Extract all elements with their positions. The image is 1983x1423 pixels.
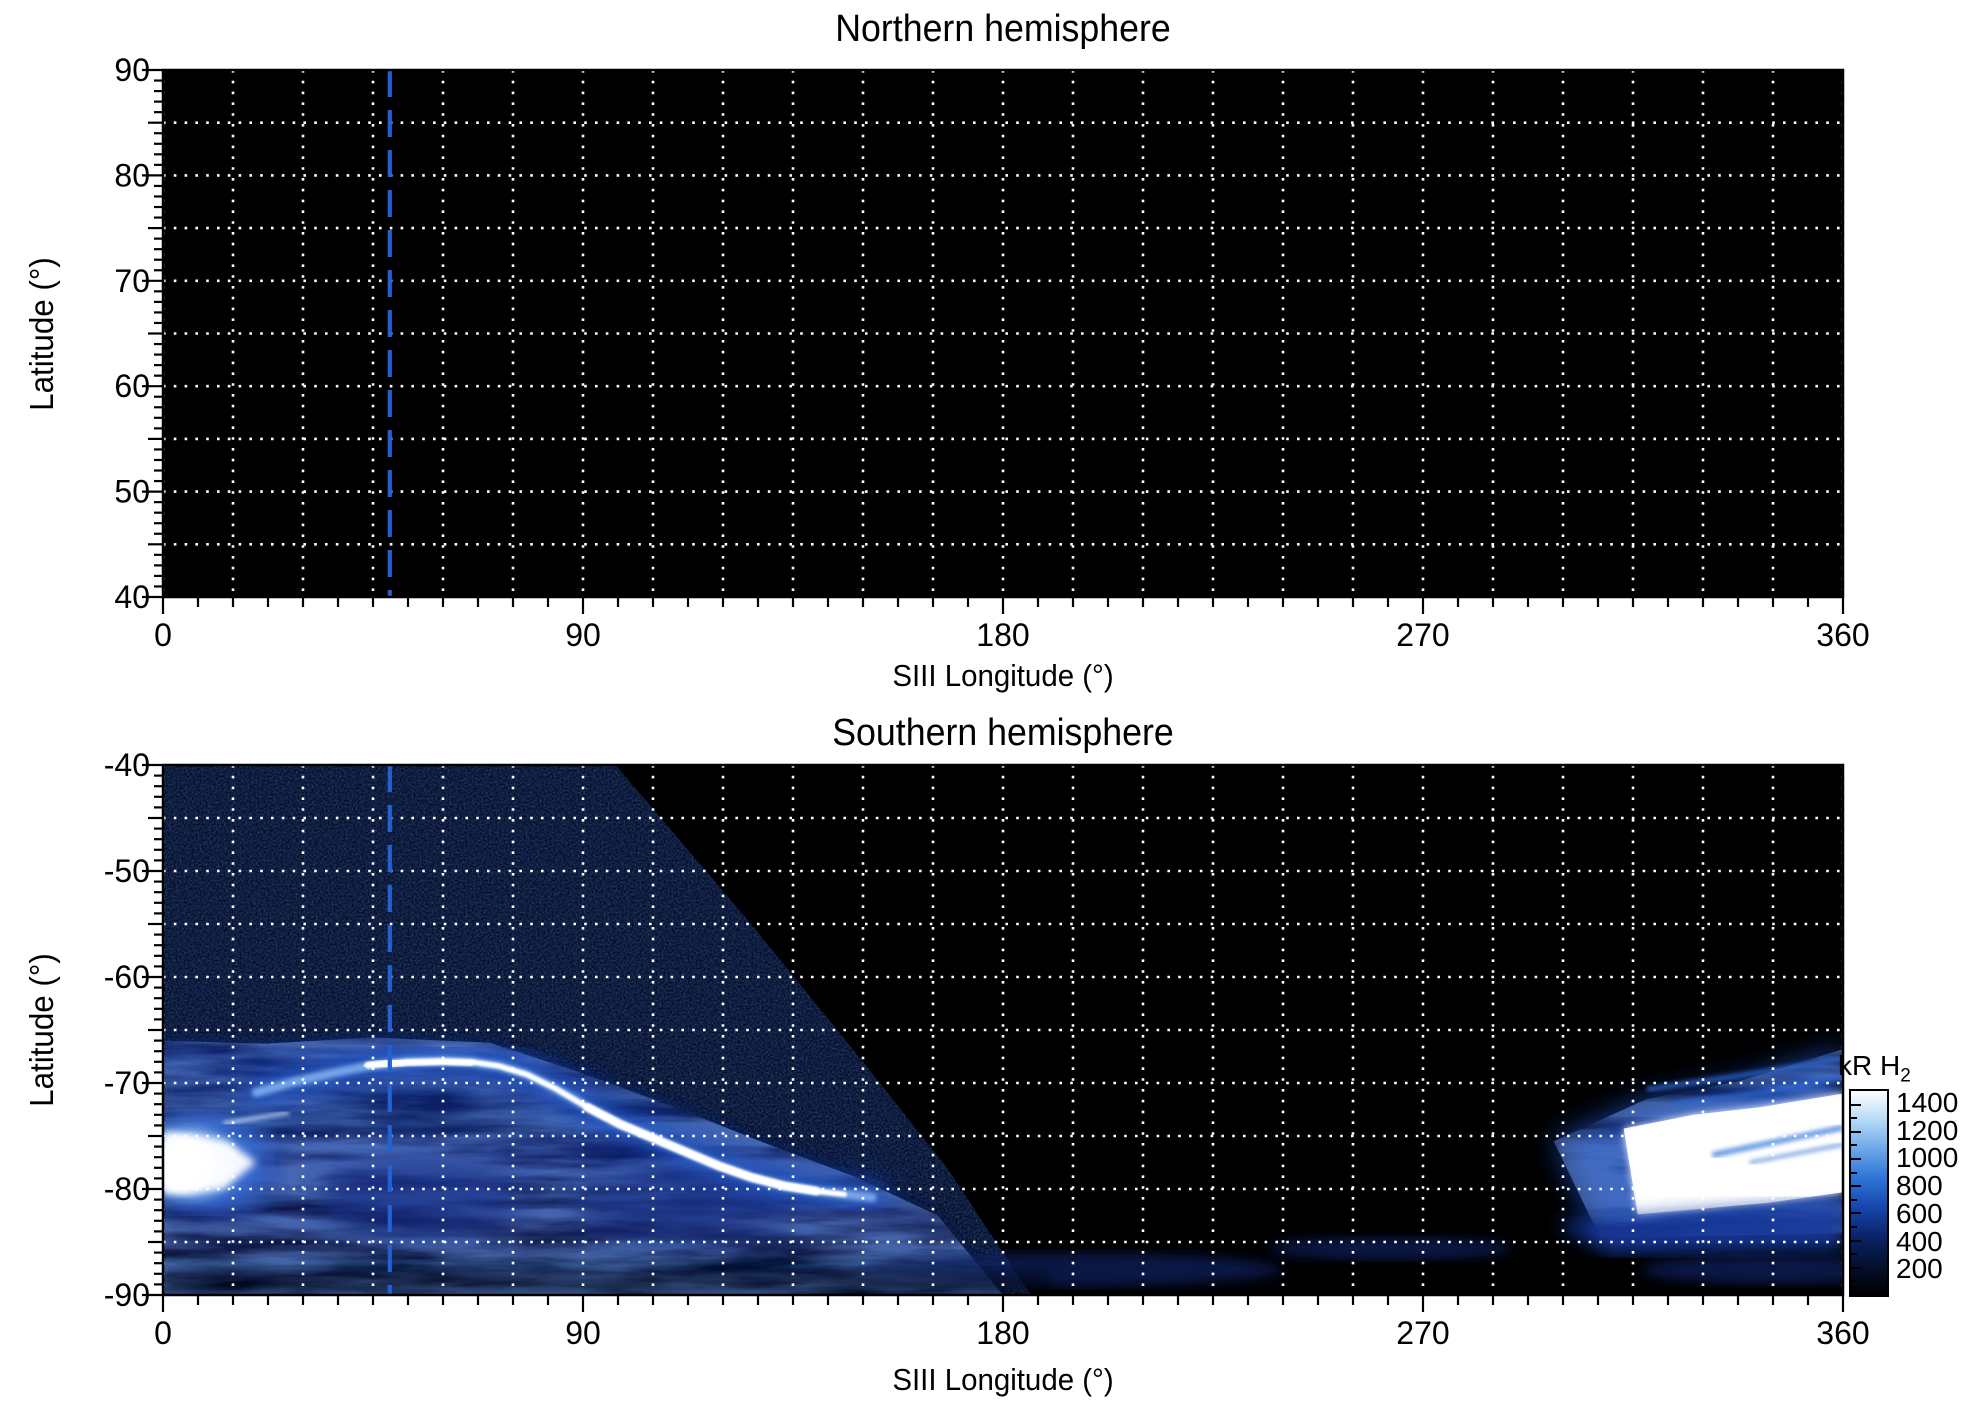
right-patch-cut-2 xyxy=(1749,1142,1843,1165)
colorbar-tick xyxy=(1851,1171,1857,1174)
left-patch-flame xyxy=(163,1130,257,1195)
north-y-tick-label: 80 xyxy=(114,157,150,193)
colorbar-tick xyxy=(1851,1198,1857,1201)
diffuse-bright-2 xyxy=(317,1157,523,1242)
north-y-tick-label: 50 xyxy=(114,474,150,510)
oval-bright-segment xyxy=(364,1056,476,1071)
right-patch-core xyxy=(1623,1093,1843,1215)
colorbar-tick xyxy=(1851,1212,1861,1215)
south-x-tick-label: 180 xyxy=(976,1315,1029,1351)
north-frame xyxy=(161,68,1845,599)
colorbar-tick-label: 1200 xyxy=(1896,1114,1959,1146)
colorbar-title-text: kR H xyxy=(1838,1050,1901,1081)
colorbar-tick xyxy=(1851,1158,1861,1160)
north-x-tick-label: 270 xyxy=(1396,617,1449,653)
north-y-tick-label: 40 xyxy=(114,579,150,615)
south-y-tick-label: -40 xyxy=(104,747,150,783)
north-y-tick-label: 90 xyxy=(114,52,150,88)
colorbar-tick xyxy=(1851,1280,1857,1283)
colorbar xyxy=(1849,1089,1889,1297)
south-x-axis-label: SIII Longitude (°) xyxy=(892,1362,1114,1397)
south-y-tick-label: -90 xyxy=(104,1277,150,1313)
colorbar-tick-label: 200 xyxy=(1896,1253,1943,1285)
north-x-tick-label: 0 xyxy=(154,617,172,653)
north-x-tick-label: 180 xyxy=(976,617,1029,653)
colorbar-title-subscript: 2 xyxy=(1900,1065,1911,1087)
south-x-tick-label: 0 xyxy=(154,1315,172,1351)
south-y-tick-label: -80 xyxy=(104,1171,150,1207)
colorbar-tick-label: 800 xyxy=(1896,1170,1943,1202)
right-patch-cut-1 xyxy=(1711,1124,1843,1159)
north-ticks xyxy=(142,68,1845,614)
colorbar-tick xyxy=(1851,1253,1857,1256)
colorbar-tick xyxy=(1851,1226,1857,1228)
colorbar-tick xyxy=(1851,1185,1861,1188)
south-y-tick-label: -60 xyxy=(104,959,150,995)
south-y-tick-label: -70 xyxy=(104,1065,150,1101)
north-y-tick-label: 70 xyxy=(114,263,150,299)
north-panel-title: Northern hemisphere xyxy=(835,8,1171,50)
colorbar-title: kR H2 xyxy=(1838,1050,1911,1088)
south-panel: -40 -50 -60 -70 -80 -900 90 180 270 360 xyxy=(104,747,1870,1351)
south-x-tick-label: 90 xyxy=(565,1315,601,1351)
north-panel: 90 80 70 60 50 400 90 180 270 360 xyxy=(114,52,1869,653)
colorbar-labels: 1400 1200 1000 800 600 400 200 xyxy=(1896,0,1983,1423)
upper-wisp xyxy=(1674,1074,1843,1107)
colorbar-tick xyxy=(1851,1266,1861,1269)
north-y-axis-label: Latitude (°) xyxy=(23,257,60,411)
colorbar-tick-label: 1000 xyxy=(1896,1142,1959,1174)
south-x-tick-label: 360 xyxy=(1816,1315,1869,1351)
north-y-tick-label: 60 xyxy=(114,368,150,404)
south-y-tick-label: -50 xyxy=(104,853,150,889)
colorbar-tick xyxy=(1851,1130,1861,1133)
south-grid xyxy=(161,765,1845,1295)
north-x-tick-label: 360 xyxy=(1816,617,1869,653)
colorbar-tick-label: 1400 xyxy=(1896,1086,1959,1118)
colorbar-tick xyxy=(1851,1117,1857,1120)
bottom-fade xyxy=(163,1268,1050,1295)
south-ticks xyxy=(142,763,1845,1312)
colorbar-tick xyxy=(1851,1144,1857,1147)
left-patch-streak xyxy=(223,1110,290,1126)
south-panel-title: Southern hemisphere xyxy=(832,712,1174,754)
north-x-tick-label: 90 xyxy=(565,617,601,653)
colorbar-tick xyxy=(1851,1239,1861,1242)
colorbar-tick xyxy=(1851,1103,1861,1106)
upper-wisp xyxy=(1646,1056,1843,1092)
south-frame xyxy=(161,763,1845,1297)
colorbar-tick-label: 600 xyxy=(1896,1197,1943,1229)
bottom-patch xyxy=(1269,1236,1512,1261)
north-x-axis-label: SIII Longitude (°) xyxy=(892,658,1114,693)
oval-bright-segment xyxy=(583,1103,821,1196)
colorbar-tick-label: 400 xyxy=(1896,1225,1943,1257)
south-y-axis-label: Latitude (°) xyxy=(23,953,60,1107)
bottom-patch xyxy=(1642,1254,1843,1285)
south-x-tick-label: 270 xyxy=(1396,1315,1449,1351)
